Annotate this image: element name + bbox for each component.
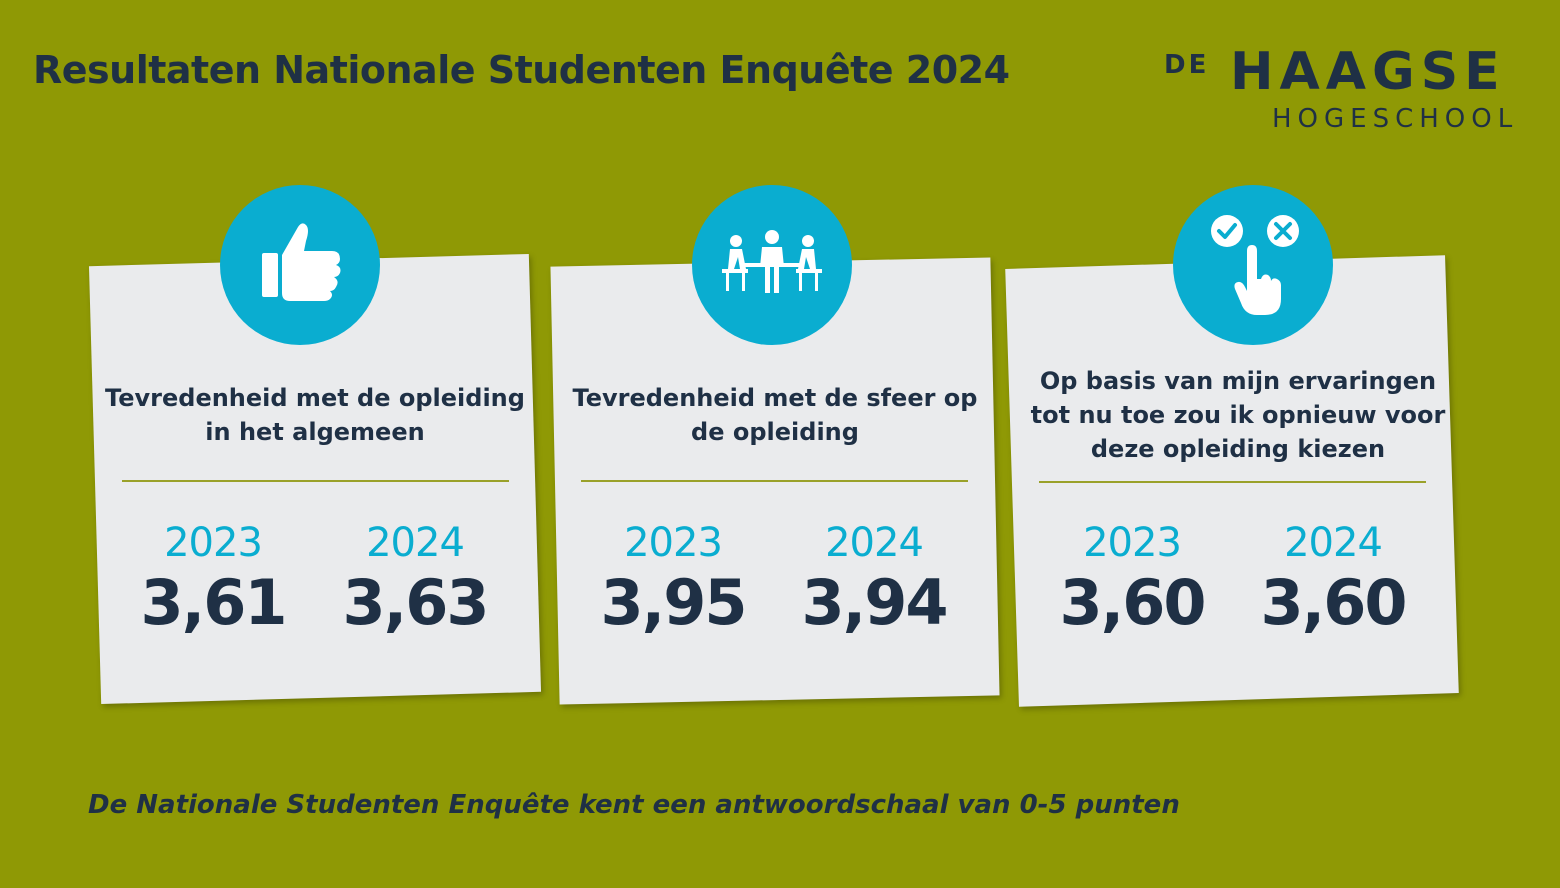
score-value: 3,61 xyxy=(140,566,288,639)
thumbs-up-icon xyxy=(220,185,380,345)
logo-haagse: HAAGSE xyxy=(1230,42,1506,102)
score-value: 3,60 xyxy=(1260,566,1408,639)
year-label: 2023 xyxy=(624,520,723,566)
year-label: 2023 xyxy=(164,520,263,566)
score-value: 3,60 xyxy=(1059,566,1207,639)
card-label: Op basis van mijn ervaringen tot nu toe … xyxy=(1030,367,1446,463)
choice-hand-icon xyxy=(1173,185,1333,345)
score-value: 3,94 xyxy=(801,566,949,639)
divider xyxy=(1039,481,1426,483)
logo-de: DE xyxy=(1164,50,1210,80)
divider xyxy=(581,480,968,482)
meeting-people-icon xyxy=(692,185,852,345)
year-label: 2024 xyxy=(1284,520,1383,566)
year-label: 2024 xyxy=(366,520,465,566)
year-label: 2023 xyxy=(1083,520,1182,566)
logo: DE HAAGSE HOGESCHOOL xyxy=(1160,40,1550,140)
divider xyxy=(122,480,509,482)
score-value: 3,95 xyxy=(600,566,748,639)
logo-hogeschool: HOGESCHOOL xyxy=(1272,104,1519,134)
footer-note: De Nationale Studenten Enquête kent een … xyxy=(88,790,1180,820)
year-label: 2024 xyxy=(825,520,924,566)
card-label: Tevredenheid met de sfeer op de opleidin… xyxy=(572,384,978,446)
card-label: Tevredenheid met de opleiding in het alg… xyxy=(105,384,525,446)
page-title: Resultaten Nationale Studenten Enquête 2… xyxy=(33,48,1010,92)
score-value: 3,63 xyxy=(342,566,490,639)
